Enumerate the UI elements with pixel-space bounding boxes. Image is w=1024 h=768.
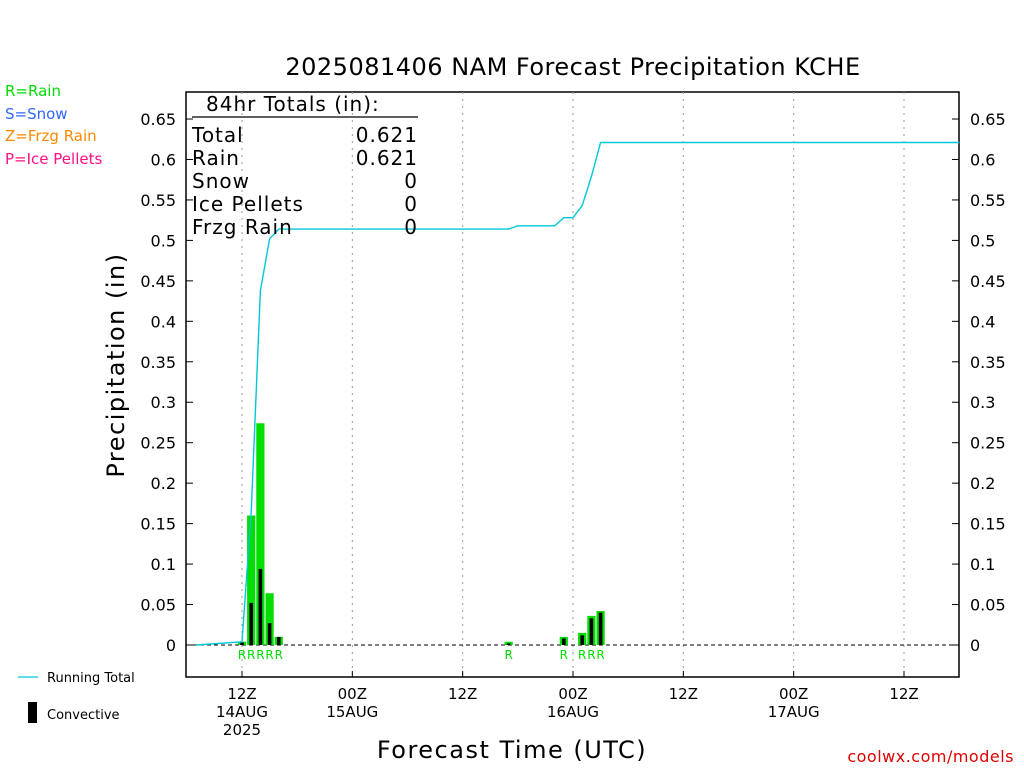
totals-row-value: 0.621 xyxy=(356,146,418,170)
convective-bars xyxy=(240,568,603,645)
totals-row-value: 0.621 xyxy=(356,123,418,147)
convective-bar xyxy=(249,602,253,645)
totals-row-label: Total xyxy=(191,123,244,147)
ptype-label: R xyxy=(265,648,273,662)
y-tick-label-right: 0.55 xyxy=(970,191,1006,210)
y-tick-label-left: 0.6 xyxy=(151,150,176,169)
convective-bar xyxy=(258,568,263,645)
y-tick-label-right: 0.35 xyxy=(970,353,1006,372)
x-tick-label: 00Z xyxy=(779,685,808,703)
ptype-legend: R=Rain S=Snow Z=Frzg Rain P=Ice Pellets xyxy=(5,82,102,168)
y-axis-ticks: 0 00.05 0.050.1 0.10.15 0.150.2 0.20.25 0.250.… xyxy=(140,110,1005,655)
x-tick-label: 12Z xyxy=(227,685,256,703)
x-tick-label: 12Z xyxy=(889,685,918,703)
y-tick-label-right: 0.25 xyxy=(970,434,1006,453)
y-tick-label-left: 0.5 xyxy=(151,231,176,250)
y-tick-label-left: 0.55 xyxy=(140,191,176,210)
running-total-legend-label: Running Total xyxy=(47,671,135,686)
y-tick-label-right: 0.5 xyxy=(970,231,995,250)
convective-bar xyxy=(267,623,272,645)
legend-snow: S=Snow xyxy=(5,105,68,123)
ptype-label: R xyxy=(587,648,595,662)
y-tick-label-right: 0 xyxy=(970,636,980,655)
y-tick-label-left: 0.05 xyxy=(140,596,176,615)
ptype-label: R xyxy=(504,648,512,662)
y-tick-label-right: 0.3 xyxy=(970,393,995,412)
y-tick-label-right: 0.2 xyxy=(970,474,995,493)
y-tick-label-left: 0.25 xyxy=(140,434,176,453)
convective-bar xyxy=(276,636,281,645)
convective-bar xyxy=(589,618,594,645)
y-tick-label-left: 0.4 xyxy=(151,312,176,331)
x-tick-label: 2025 xyxy=(223,721,261,739)
totals-row-value: 0 xyxy=(404,215,418,239)
ptype-label: R xyxy=(560,648,568,662)
y-tick-label-left: 0.3 xyxy=(151,393,176,412)
x-tick-label: 00Z xyxy=(338,685,367,703)
y-tick-label-left: 0.1 xyxy=(151,555,176,574)
source-credit: coolwx.com/models xyxy=(847,747,1014,766)
running-total-line xyxy=(195,141,960,646)
ptype-label: R xyxy=(578,648,586,662)
x-tick-label: 12Z xyxy=(448,685,477,703)
x-tick-label: 00Z xyxy=(558,685,587,703)
x-axis-label: Forecast Time (UTC) xyxy=(377,736,647,764)
totals-row-label: Frzg Rain xyxy=(192,215,293,239)
x-tick-label: 16AUG xyxy=(547,703,599,721)
series-legend: Running Total Convective xyxy=(18,671,135,723)
y-tick-label-left: 0.35 xyxy=(140,353,176,372)
totals-row-value: 0 xyxy=(404,192,418,216)
grid-layer xyxy=(186,92,959,677)
convective-legend-swatch xyxy=(28,702,37,723)
y-tick-label-right: 0.45 xyxy=(970,272,1006,291)
convective-bar xyxy=(580,635,584,645)
totals-box: 84hr Totals (in): Total 0.621 Rain 0.621 Sno… xyxy=(191,92,418,239)
ptype-label: R xyxy=(275,648,283,662)
y-tick-label-right: 0.15 xyxy=(970,515,1006,534)
y-tick-label-right: 0.1 xyxy=(970,555,995,574)
convective-bar xyxy=(506,643,511,645)
legend-frzg-rain: Z=Frzg Rain xyxy=(5,127,97,145)
ptype-label: R xyxy=(247,648,255,662)
totals-rows: Total 0.621 Rain 0.621 Snow 0 Ice Pellets 0 Frzg… xyxy=(191,123,418,239)
precip-bars xyxy=(237,423,605,645)
y-tick-label-right: 0.65 xyxy=(970,110,1006,129)
y-axis-label: Precipitation (in) xyxy=(102,252,130,477)
y-tick-label-right: 0.4 xyxy=(970,312,995,331)
running-total-layer xyxy=(195,141,960,646)
totals-header: 84hr Totals (in): xyxy=(206,92,380,116)
totals-row-label: Ice Pellets xyxy=(192,192,304,216)
x-tick-label: 17AUG xyxy=(768,703,820,721)
x-tick-label: 12Z xyxy=(669,685,698,703)
ptype-label: R xyxy=(596,648,604,662)
convective-legend-label: Convective xyxy=(47,708,120,723)
ptype-label: R xyxy=(238,648,246,662)
y-tick-label-right: 0.6 xyxy=(970,150,995,169)
precip-bar xyxy=(256,423,265,645)
totals-row-value: 0 xyxy=(404,169,418,193)
x-tick-label: 15AUG xyxy=(326,703,378,721)
convective-bar xyxy=(598,612,603,645)
ptype-label: R xyxy=(256,648,264,662)
precip-bar xyxy=(265,593,274,645)
legend-ice-pellets: P=Ice Pellets xyxy=(5,150,102,168)
totals-row-label: Rain xyxy=(192,146,240,170)
precip-bar xyxy=(247,515,256,645)
totals-row-label: Snow xyxy=(192,169,250,193)
convective-bar xyxy=(240,642,244,645)
y-tick-label-left: 0.65 xyxy=(140,110,176,129)
chart-title: 2025081406 NAM Forecast Precipitation KC… xyxy=(285,53,860,81)
legend-rain: R=Rain xyxy=(5,82,61,100)
x-tick-label: 14AUG xyxy=(216,703,268,721)
y-tick-label-right: 0.05 xyxy=(970,596,1006,615)
y-tick-label-left: 0 xyxy=(166,636,176,655)
y-tick-label-left: 0.45 xyxy=(140,272,176,291)
y-tick-label-left: 0.2 xyxy=(151,474,176,493)
convective-bar xyxy=(562,638,566,645)
y-tick-label-left: 0.15 xyxy=(140,515,176,534)
